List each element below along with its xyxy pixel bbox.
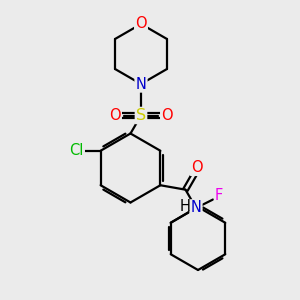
Text: O: O	[135, 16, 147, 32]
Text: F: F	[215, 188, 223, 202]
Text: O: O	[191, 160, 203, 175]
Text: H: H	[180, 199, 191, 214]
Text: O: O	[161, 108, 173, 123]
Text: S: S	[136, 108, 146, 123]
Text: N: N	[136, 76, 146, 92]
Text: Cl: Cl	[69, 143, 84, 158]
Text: N: N	[190, 200, 201, 215]
Text: O: O	[109, 108, 121, 123]
